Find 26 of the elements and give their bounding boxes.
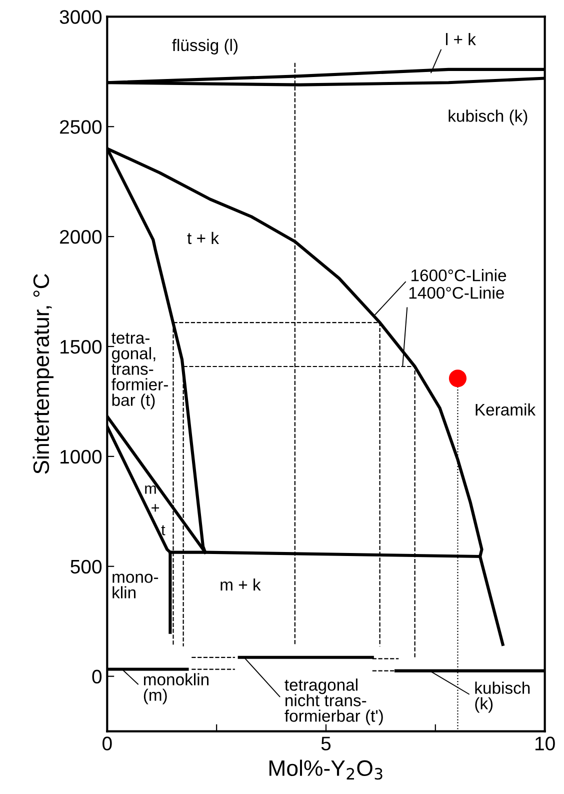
- annotation: kubisch (k): [475, 682, 530, 713]
- x-tick-label: 10: [535, 736, 555, 750]
- x-axis-title: Mol%-Y$_{2}$O$_{3}$: [269, 760, 382, 780]
- annotation: 1400°C-Linie: [409, 286, 504, 299]
- annotation: kubisch (k): [448, 110, 528, 126]
- x-tick-label: 0: [102, 736, 112, 750]
- annotation: monoklin (m): [144, 673, 208, 704]
- annotation: tetra- gonal, trans- formier- bar (t): [112, 332, 168, 410]
- y-axis-title: Sintertemperatur, °C: [32, 274, 54, 474]
- y-tick-label: 1000: [60, 450, 102, 464]
- x-tick-label: 5: [321, 736, 331, 750]
- y-tick-label: 500: [70, 560, 102, 574]
- y-tick-label: 2500: [60, 120, 102, 134]
- annotation: m + t: [145, 485, 166, 536]
- annotation: tetragonal nicht trans- formierbar (t'): [284, 678, 383, 726]
- annotation: mono- klin: [112, 574, 158, 598]
- annotation: flüssig (l): [172, 38, 238, 54]
- y-tick-label: 3000: [60, 10, 102, 24]
- annotation: m + k: [220, 578, 261, 591]
- annotation: Keramik: [476, 403, 536, 416]
- y-tick-label: 2000: [60, 230, 102, 244]
- annotation: t + k: [187, 232, 220, 244]
- annotation: 1600°C-Linie: [412, 269, 506, 282]
- y-tick-label: 1500: [60, 340, 102, 354]
- y-tick-label: 0: [92, 670, 102, 684]
- annotation: l + k: [446, 33, 476, 46]
